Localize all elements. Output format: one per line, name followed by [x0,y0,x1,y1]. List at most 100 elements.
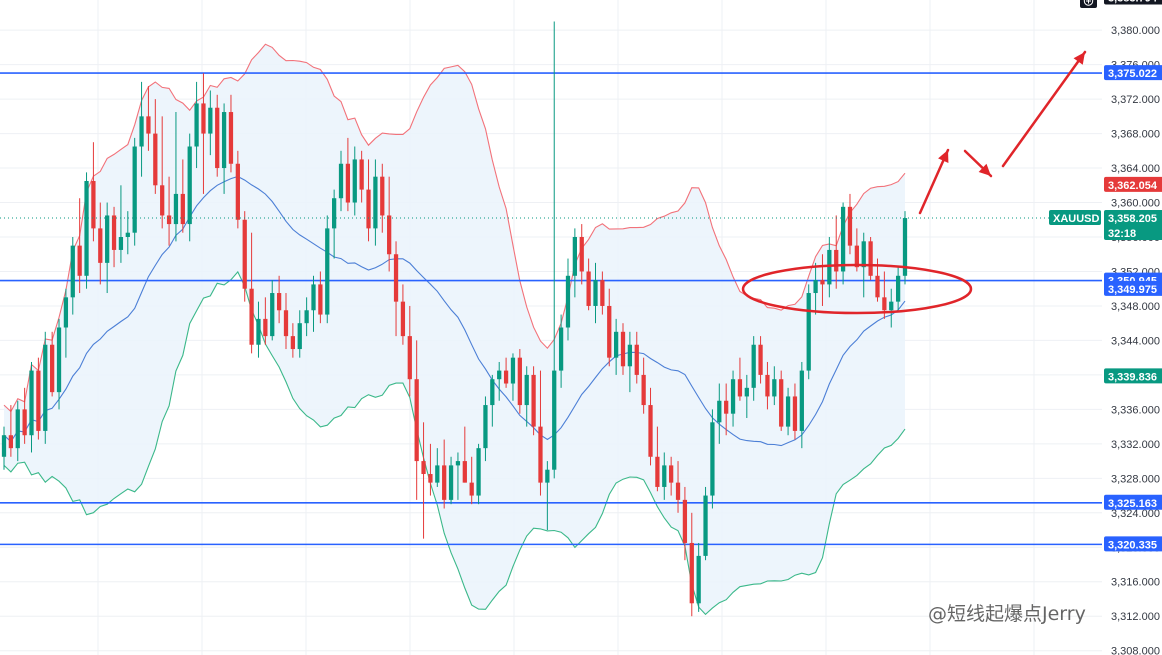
candle [283,293,289,350]
candle-body [442,465,447,500]
candle-body [565,275,571,328]
candle [118,185,124,263]
price-tag-value: 3,339.836 [1108,371,1157,383]
price-axis-tick-label: 3,372.000 [1111,94,1160,106]
candle-body [270,293,275,337]
arrow-shaft [1001,50,1087,168]
horizontal-level-lines[interactable] [0,72,1102,546]
candle [827,237,832,298]
candle-body [861,241,866,268]
candle-body [806,293,811,371]
candle [29,361,34,453]
trend-arrow[interactable] [918,148,950,215]
candle [902,211,908,285]
candle [895,267,901,311]
price-tag-value: 3,320.335 [1108,539,1157,551]
candle [50,331,55,397]
candle-body [620,331,626,367]
candle [772,366,777,406]
highlight-ellipse[interactable] [741,263,973,315]
candle [730,370,736,427]
candle [847,193,853,255]
candle-body [572,237,577,276]
plus-circle-icon[interactable] [1083,0,1094,6]
candle [840,202,846,285]
price-tag-countdown: 32:18 [1108,228,1136,240]
trend-arrow[interactable] [963,149,993,178]
candle [558,314,564,388]
candle [724,383,729,436]
candle [751,336,756,401]
candle-body [724,400,729,414]
candle-body [600,280,605,306]
candle-body [297,323,302,350]
candle-body [503,370,509,384]
candle [565,258,571,341]
candle-body [111,215,117,250]
candle-body [655,456,660,487]
candle [235,150,240,229]
candle-body [166,215,172,225]
candle [779,370,784,431]
candle-body [579,237,584,272]
candle [352,146,357,216]
candle [160,116,165,229]
candle-body [854,245,859,268]
candle [366,159,371,242]
candle [338,150,344,212]
candle [421,422,426,539]
candle-body [332,198,337,229]
candle-body [180,193,185,225]
candle-body [256,318,261,345]
candle-body [813,280,818,294]
candle-body [290,336,296,350]
candle [407,305,412,397]
candle [662,452,667,500]
drawing-annotations[interactable] [741,50,1087,315]
price-tag-value: 3,325.163 [1108,498,1157,510]
candle-body [160,185,165,216]
candle [634,331,639,384]
candle [242,211,247,302]
price-axis[interactable]: 3,308.0003,312.0003,316.0003,320.0003,32… [1102,0,1162,655]
candle-body [105,215,110,263]
candle-body [421,461,426,475]
candle [276,275,282,324]
candle-body [662,465,667,487]
candle-body [194,103,199,147]
candle-body [380,176,385,216]
price-tag: 3,339.836 [1104,368,1162,383]
candle [393,241,399,337]
price-axis-tick-label: 3,328.000 [1111,473,1160,485]
candle-body [868,241,873,276]
candle-body [435,465,440,483]
price-axis-tick-label: 3,308.000 [1111,646,1160,655]
candle-body [359,159,364,190]
candle [448,456,454,505]
candle-body [373,176,378,229]
candle-body [208,107,213,134]
candle-body [84,180,89,276]
candle [91,142,96,242]
candle-body [201,103,206,134]
candle [820,254,825,306]
candle-body [689,542,694,604]
candle-body [118,237,124,250]
candle-body [552,370,557,470]
candle-body [613,331,619,358]
candle-body [345,163,351,203]
trend-arrow[interactable] [1001,50,1087,168]
candle [538,370,543,496]
candle [153,99,158,194]
candle [648,387,653,466]
candle-body [510,357,516,384]
candle-body [524,374,529,406]
candle [435,448,440,487]
candle [132,137,137,246]
candle-body [648,405,653,457]
candle-body [545,469,550,483]
candle-body [338,163,344,199]
add-button[interactable] [1080,0,1097,8]
